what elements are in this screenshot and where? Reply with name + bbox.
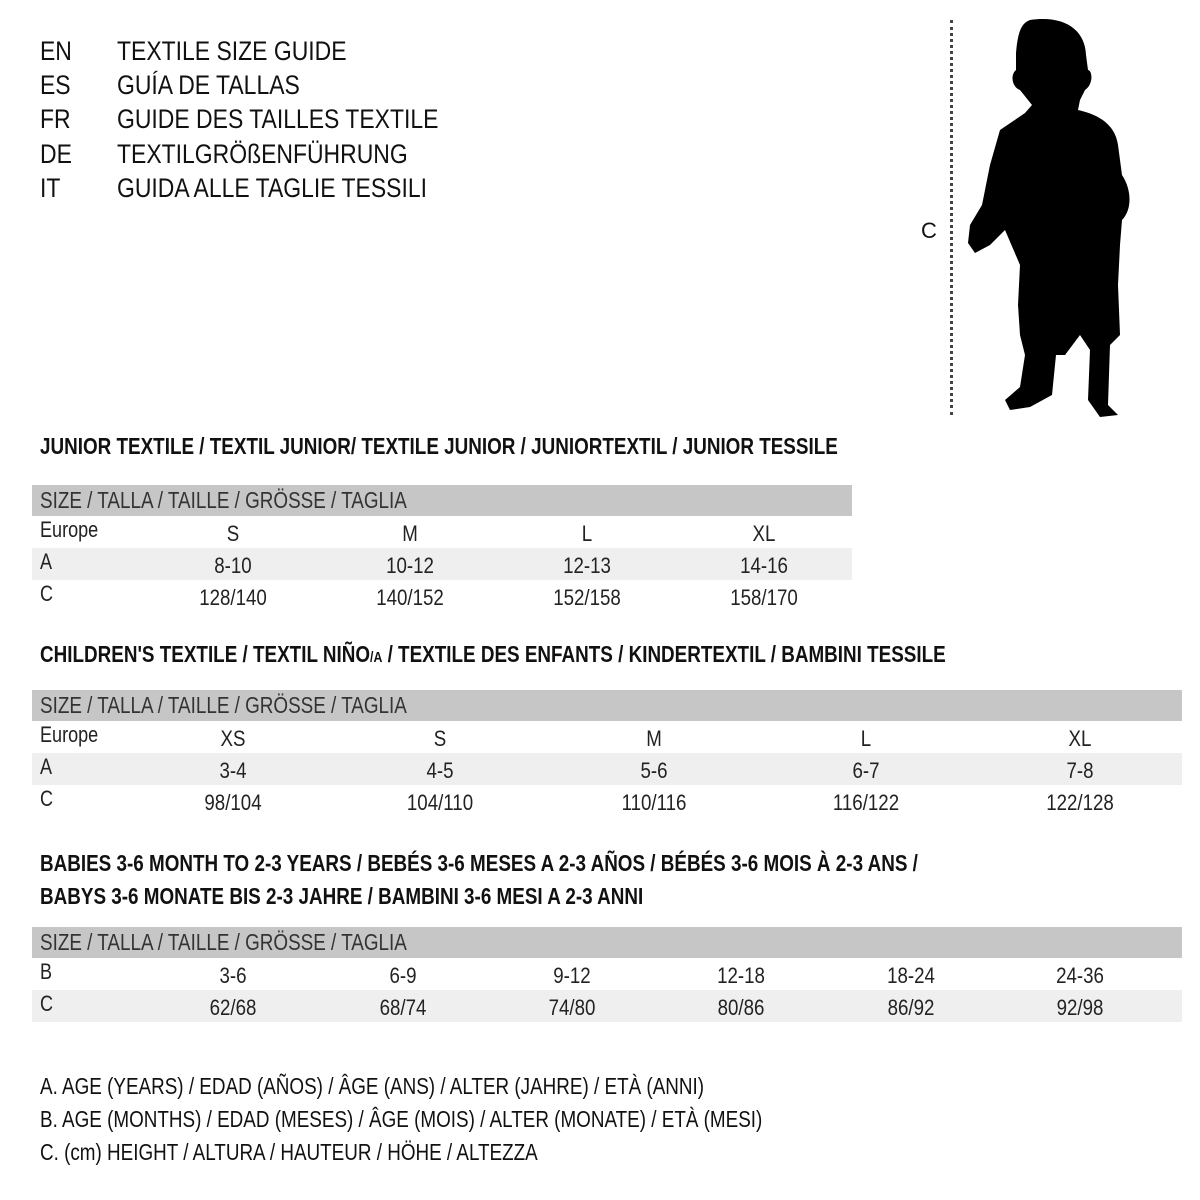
lang-code: ES [40, 70, 71, 100]
table-cell: S [433, 726, 447, 751]
legend-a: A. AGE (YEARS) / EDAD (AÑOS) / ÂGE (ANS)… [40, 1073, 705, 1099]
lang-code: FR [40, 104, 71, 134]
table-cell: 104/110 [406, 790, 474, 815]
table-cell: XL [1068, 726, 1092, 751]
table-cell: 68/74 [379, 995, 427, 1020]
junior-heading: JUNIOR TEXTILE / TEXTIL JUNIOR/ TEXTILE … [40, 433, 838, 459]
table-cell: 122/128 [1046, 790, 1114, 815]
table-cell: XL [752, 521, 776, 546]
table-cell: 10-12 [386, 553, 434, 578]
table-cell: 74/80 [548, 995, 596, 1020]
table-row-a: A 8-10 10-12 12-13 14-16 [32, 548, 852, 580]
table-cell: 140/152 [376, 585, 444, 610]
table-cell: M [646, 726, 662, 751]
table-cell: 62/68 [209, 995, 257, 1020]
table-cell: 116/122 [832, 790, 900, 815]
table-cell: 12-13 [563, 553, 611, 578]
table-cell: 3-6 [219, 963, 247, 988]
table-cell: 152/158 [553, 585, 621, 610]
lang-title: GUIDA ALLE TAGLIE TESSILI [117, 173, 427, 203]
table-row-c: C 98/104 104/110 110/116 116/122 122/128 [40, 786, 1114, 815]
legend-b: B. AGE (MONTHS) / EDAD (MESES) / ÂGE (MO… [40, 1106, 763, 1132]
table-cell: 92/98 [1056, 995, 1104, 1020]
lang-title: GUÍA DE TALLAS [117, 70, 300, 100]
table-row-europe: Europe XS S M L XL [40, 722, 1092, 751]
table-cell: M [402, 521, 418, 546]
babies-heading-line2: BABYS 3-6 MONATE BIS 2-3 JAHRE / BAMBINI… [40, 883, 644, 909]
table-cell: 110/116 [621, 790, 687, 815]
table-row-a: A 3-4 4-5 5-6 6-7 7-8 [32, 753, 1182, 785]
lang-code: EN [40, 36, 72, 66]
table-cell: 9-12 [553, 963, 591, 988]
table-cell: 6-9 [389, 963, 417, 988]
table-cell: 14-16 [740, 553, 788, 578]
lang-title: TEXTILGRÖßENFÜHRUNG [117, 139, 408, 169]
table-cell: 6-7 [852, 758, 880, 783]
table-cell: 7-8 [1066, 758, 1094, 783]
children-heading: CHILDREN'S TEXTILE / TEXTIL NIÑO/A / TEX… [40, 641, 946, 667]
table-row-c: C 128/140 140/152 152/158 158/170 [40, 581, 798, 610]
child-silhouette-icon [968, 19, 1130, 417]
table-cell: 4-5 [426, 758, 454, 783]
table-cell: 8-10 [214, 553, 252, 578]
height-measure-line [950, 20, 953, 415]
lang-title: GUIDE DES TAILLES TEXTILE [117, 104, 439, 134]
lang-code: DE [40, 139, 72, 169]
table-cell: 158/170 [730, 585, 798, 610]
size-header: SIZE / TALLA / TAILLE / GRÖSSE / TAGLIA [32, 485, 852, 516]
table-row-b: B 3-6 6-9 9-12 12-18 18-24 24-36 [40, 959, 1104, 988]
table-cell: S [226, 521, 240, 546]
height-measure-label: C [921, 218, 937, 243]
table-cell: 80/86 [717, 995, 765, 1020]
table-cell: 5-6 [640, 758, 668, 783]
size-header: SIZE / TALLA / TAILLE / GRÖSSE / TAGLIA [32, 927, 1182, 958]
table-cell: 128/140 [199, 585, 267, 610]
table-cell: 86/92 [887, 995, 935, 1020]
size-header: SIZE / TALLA / TAILLE / GRÖSSE / TAGLIA [32, 690, 1182, 721]
table-cell: 3-4 [219, 758, 247, 783]
table-cell: 98/104 [204, 790, 262, 815]
table-cell: 12-18 [717, 963, 765, 988]
table-cell: 18-24 [887, 963, 935, 988]
table-cell: L [581, 521, 593, 546]
babies-size-table: SIZE / TALLA / TAILLE / GRÖSSE / TAGLIA … [32, 927, 1182, 1022]
table-cell: 24-36 [1056, 963, 1104, 988]
lang-title: TEXTILE SIZE GUIDE [117, 36, 347, 66]
children-size-table: SIZE / TALLA / TAILLE / GRÖSSE / TAGLIA … [32, 690, 1182, 817]
table-cell: XS [220, 726, 246, 751]
table-cell: L [860, 726, 872, 751]
babies-heading-line1: BABIES 3-6 MONTH TO 2-3 YEARS / BEBÉS 3-… [40, 850, 918, 876]
table-row-c: C 62/68 68/74 74/80 80/86 86/92 92/98 [32, 990, 1182, 1022]
junior-size-table: SIZE / TALLA / TAILLE / GRÖSSE / TAGLIA … [32, 485, 852, 612]
table-row-europe: Europe S M L XL [40, 517, 776, 546]
lang-code: IT [40, 173, 61, 203]
legend-c: C. (cm) HEIGHT / ALTURA / HAUTEUR / HÖHE… [40, 1139, 538, 1165]
